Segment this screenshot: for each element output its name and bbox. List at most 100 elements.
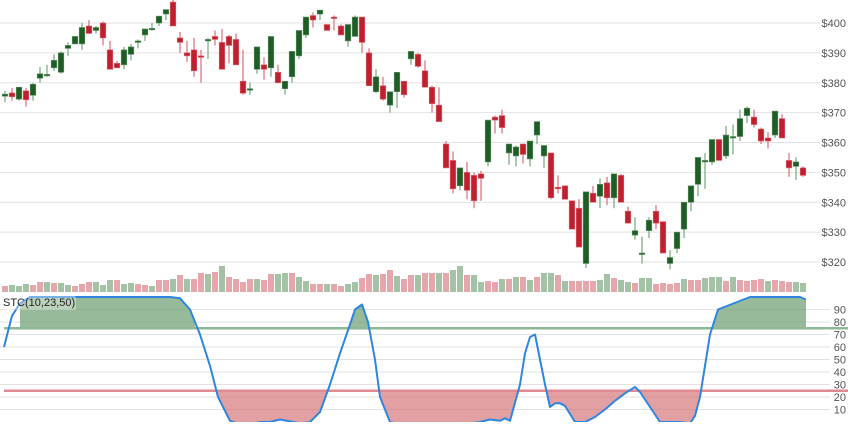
candle-body xyxy=(687,185,695,203)
volume-bar xyxy=(352,282,358,292)
volume-bar xyxy=(541,273,547,292)
volume-bar xyxy=(443,273,449,292)
volume-bar xyxy=(331,284,337,292)
volume-bar xyxy=(667,284,673,292)
candle-body xyxy=(505,143,513,154)
volume-bar xyxy=(702,278,708,292)
candle-body xyxy=(351,16,359,37)
overbought-fill xyxy=(20,297,195,329)
volume-bar xyxy=(107,280,113,292)
candle-body xyxy=(652,210,660,224)
volume-bar xyxy=(744,281,750,292)
volume-bar xyxy=(429,273,435,292)
volume-bar xyxy=(289,273,295,292)
price-gridlines xyxy=(0,22,820,263)
volume-bar xyxy=(268,274,274,292)
candle-body xyxy=(36,73,44,79)
candle-body xyxy=(169,1,177,27)
stc-tick-label: 20 xyxy=(834,392,846,404)
candle-body xyxy=(211,36,219,40)
volume-bar xyxy=(128,283,134,292)
volume-bar xyxy=(58,283,64,292)
candle-body xyxy=(57,52,65,73)
candle-body xyxy=(274,71,282,84)
volume-bar xyxy=(170,279,176,292)
candle-body xyxy=(204,39,212,42)
candle-body xyxy=(29,83,37,96)
candle-body xyxy=(484,119,492,163)
volume-bar xyxy=(457,266,463,292)
volume-bar xyxy=(93,282,99,292)
volume-bar xyxy=(709,277,715,292)
volume-bar xyxy=(408,275,414,292)
volume-bar xyxy=(261,280,267,292)
candle-body xyxy=(603,182,611,199)
volume-bar xyxy=(23,284,29,292)
candle-body xyxy=(722,134,730,157)
candle-body xyxy=(323,24,331,31)
volume-bar xyxy=(387,270,393,292)
volume-bar xyxy=(576,281,582,292)
candle-body xyxy=(743,107,751,116)
candle-body xyxy=(8,92,16,98)
candle-body xyxy=(519,143,527,155)
volume-bar xyxy=(191,279,197,292)
candle-body xyxy=(1,93,9,97)
candle-body xyxy=(456,167,464,187)
candle-body xyxy=(498,115,506,128)
candle-body xyxy=(526,140,534,160)
stc-tick-label: 70 xyxy=(834,330,846,342)
stc-tick-label: 80 xyxy=(834,317,846,329)
volume-bar xyxy=(786,282,792,292)
oversold-fill xyxy=(550,390,700,424)
volume-bar xyxy=(296,277,302,292)
candle-body xyxy=(92,27,100,31)
candle-body xyxy=(757,128,765,142)
candle-body xyxy=(400,80,408,95)
candle-body xyxy=(680,201,688,230)
candle-body xyxy=(764,137,772,142)
candle-body xyxy=(575,207,583,248)
candle-body xyxy=(771,110,779,136)
volume-bar xyxy=(282,273,288,292)
candle-body xyxy=(617,175,625,203)
candle-body xyxy=(407,51,415,60)
volume-bar xyxy=(16,286,22,292)
candle-body xyxy=(715,139,723,161)
price-tick-label: $340 xyxy=(822,197,846,209)
candle-body xyxy=(512,146,520,157)
oversold-fill xyxy=(205,390,335,425)
candle-body xyxy=(330,16,338,19)
candle-body xyxy=(309,15,317,21)
candle-body xyxy=(190,49,198,72)
candle-body xyxy=(568,200,576,230)
indicator-label: STC(10,23,50) xyxy=(2,296,77,310)
volume-bar xyxy=(177,275,183,292)
candle-body xyxy=(260,64,268,70)
volume-bar xyxy=(156,280,162,292)
candle-body xyxy=(43,74,51,77)
candle-body xyxy=(155,15,163,24)
volume-bar xyxy=(324,284,330,292)
volume-bar xyxy=(478,282,484,292)
candle-body xyxy=(694,157,702,185)
volume-bar xyxy=(527,280,533,292)
candle-body xyxy=(477,173,485,179)
volume-bar xyxy=(737,280,743,292)
volume-bar xyxy=(184,279,190,292)
volume-bar xyxy=(464,275,470,292)
candle-body xyxy=(120,49,128,66)
candle-body xyxy=(386,91,394,106)
stc-fills xyxy=(20,297,806,425)
stc-tick-label: 50 xyxy=(834,355,846,367)
volume-bar xyxy=(149,286,155,292)
stc-tick-label: 40 xyxy=(834,367,846,379)
volume-bar xyxy=(226,277,232,292)
volume-bar xyxy=(247,279,253,292)
candle-body xyxy=(799,167,807,176)
volume-bar xyxy=(121,284,127,292)
volume-bar xyxy=(499,279,505,292)
volume-bar xyxy=(590,281,596,292)
volume-bar xyxy=(681,279,687,292)
